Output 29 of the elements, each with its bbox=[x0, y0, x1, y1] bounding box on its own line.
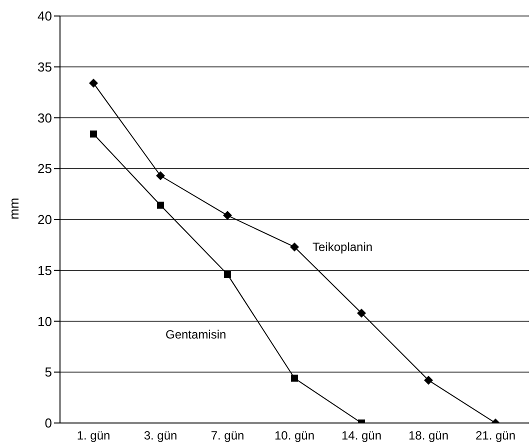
x-tick-label: 7. gün bbox=[210, 428, 244, 443]
y-tick-label: 0 bbox=[44, 416, 52, 431]
y-tick-label: 10 bbox=[38, 314, 52, 329]
x-tick-label: 3. gün bbox=[144, 428, 178, 443]
point bbox=[224, 270, 231, 278]
y-tick-label: 25 bbox=[38, 161, 52, 176]
point bbox=[157, 202, 164, 209]
series-label: Teikoplanin bbox=[312, 240, 373, 254]
point bbox=[223, 210, 232, 220]
point bbox=[290, 242, 299, 252]
y-tick-label: 15 bbox=[38, 262, 52, 278]
x-tick-label: 18. gün bbox=[408, 428, 449, 443]
point bbox=[424, 376, 433, 385]
point bbox=[89, 78, 98, 88]
y-tick-label: 20 bbox=[38, 212, 52, 228]
y-tick-label: 5 bbox=[44, 364, 52, 380]
x-tick-label: 1. gün bbox=[76, 428, 110, 443]
point bbox=[90, 130, 97, 138]
point bbox=[291, 374, 298, 382]
y-tick-label: 30 bbox=[38, 110, 52, 126]
x-tick-label: 21. gün bbox=[475, 428, 516, 443]
point bbox=[357, 308, 366, 318]
text: Gentamisin bbox=[166, 327, 226, 342]
x-tick-label: 14. gün bbox=[341, 428, 382, 443]
point bbox=[156, 171, 165, 180]
y-tick-label: 35 bbox=[38, 59, 52, 74]
x-tick-label: 10. gün bbox=[274, 428, 315, 443]
y-tick-label: 40 bbox=[38, 8, 52, 24]
y-axis-title: mm bbox=[6, 198, 22, 220]
